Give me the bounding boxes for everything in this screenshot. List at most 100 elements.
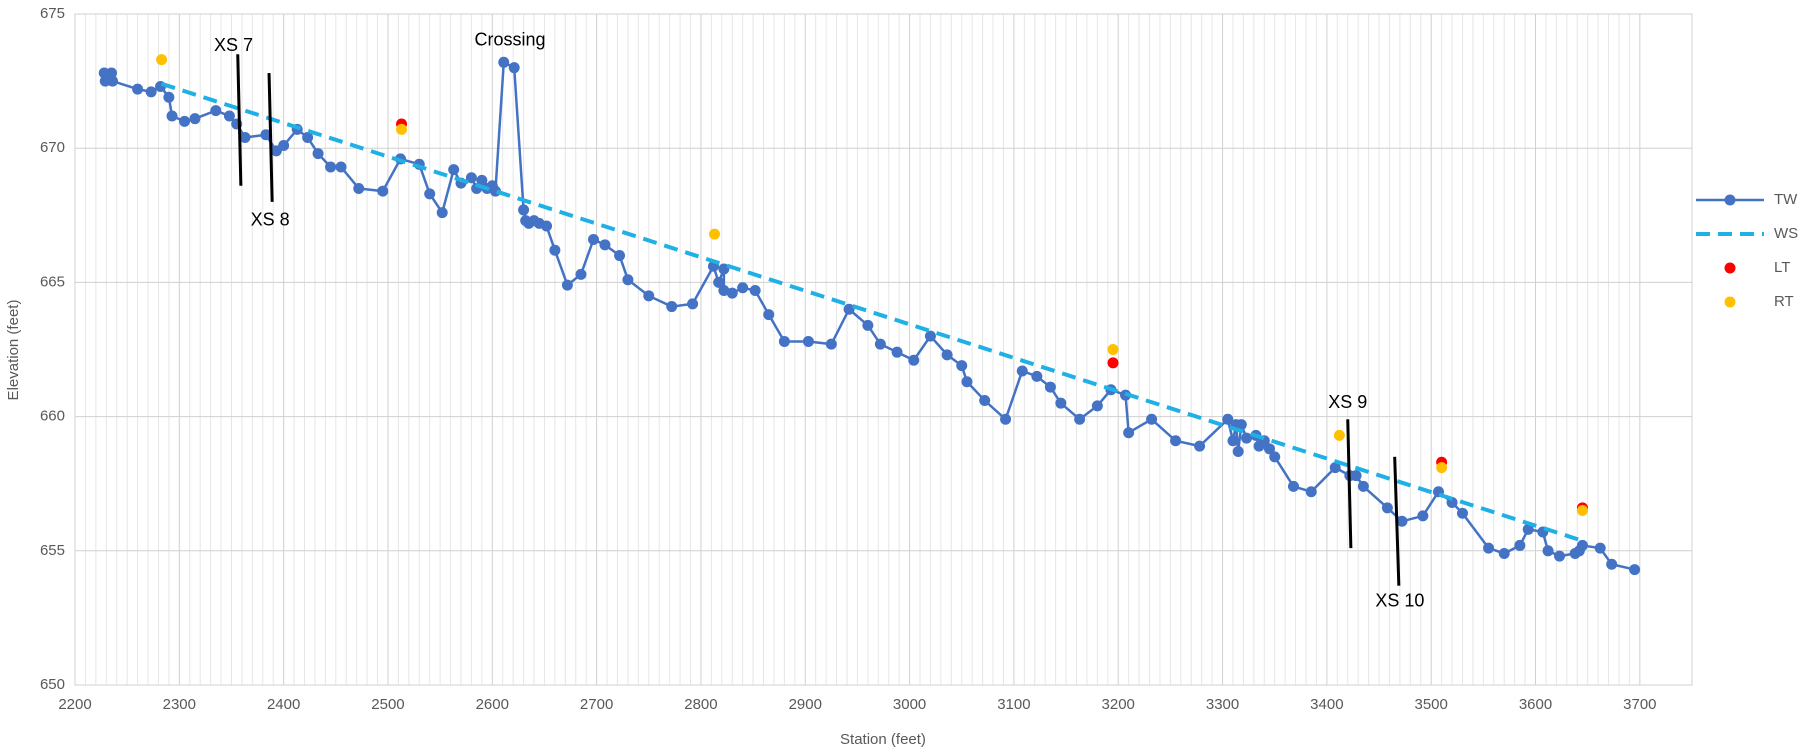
data-point xyxy=(614,250,626,262)
data-point xyxy=(223,110,235,122)
data-point xyxy=(862,319,874,331)
data-point xyxy=(1146,413,1158,425)
data-point xyxy=(179,115,191,127)
plot-border xyxy=(74,13,1693,686)
data-point xyxy=(335,161,347,173)
data-point xyxy=(549,244,561,256)
y-tick-label: 655 xyxy=(40,542,65,559)
annotation-line xyxy=(1346,419,1353,549)
data-point xyxy=(941,349,953,361)
data-point xyxy=(1055,397,1067,409)
x-tick-label: 2800 xyxy=(684,696,717,713)
x-tick-label: 3400 xyxy=(1310,696,1343,713)
data-point xyxy=(1606,558,1618,570)
data-point xyxy=(1329,462,1341,474)
legend-marker xyxy=(1724,194,1736,206)
data-point xyxy=(763,309,775,321)
data-point xyxy=(778,335,790,347)
data-point xyxy=(825,338,837,350)
data-point xyxy=(1594,542,1606,554)
data-point xyxy=(737,282,749,294)
data-point xyxy=(1542,545,1554,557)
data-point xyxy=(353,182,365,194)
data-point xyxy=(1107,344,1119,355)
data-point xyxy=(541,220,553,232)
legend-label: RT xyxy=(1774,293,1794,310)
data-point xyxy=(239,131,251,143)
annotation-line xyxy=(267,73,274,202)
data-point xyxy=(1074,413,1086,425)
data-point xyxy=(1222,413,1234,425)
x-tick-label: 2900 xyxy=(789,696,822,713)
x-tick-label: 2300 xyxy=(163,696,196,713)
data-point xyxy=(325,161,337,173)
data-point xyxy=(156,54,168,66)
data-point xyxy=(749,284,761,296)
data-point xyxy=(448,164,460,176)
legend-label: WS xyxy=(1774,225,1798,242)
data-point xyxy=(726,287,738,299)
data-point xyxy=(908,354,920,366)
data-point xyxy=(1554,550,1566,562)
data-point xyxy=(1576,539,1588,551)
data-point xyxy=(1287,480,1299,492)
data-point xyxy=(1170,435,1182,447)
data-point xyxy=(666,301,678,313)
data-point xyxy=(713,276,725,288)
data-point xyxy=(1044,381,1056,393)
data-point xyxy=(622,274,634,286)
annotation: XS 9 xyxy=(1328,392,1367,412)
annotation: XS 8 xyxy=(251,209,290,229)
y-tick-label: 650 xyxy=(40,676,65,693)
data-point xyxy=(874,338,886,350)
data-point xyxy=(924,330,936,342)
data-point xyxy=(189,113,201,125)
data-point xyxy=(1031,370,1043,382)
data-point xyxy=(1396,515,1408,527)
data-point xyxy=(166,110,178,122)
data-point xyxy=(1436,462,1448,474)
data-point xyxy=(1498,547,1510,559)
data-point xyxy=(518,204,530,216)
data-point xyxy=(424,188,436,200)
x-tick-label: 3700 xyxy=(1623,696,1656,713)
x-tick-label: 3000 xyxy=(893,696,926,713)
data-point xyxy=(1227,435,1239,447)
data-point xyxy=(1417,510,1429,522)
legend-marker xyxy=(1724,296,1736,308)
data-point xyxy=(1629,564,1641,576)
annotation-line xyxy=(1393,456,1401,586)
data-point xyxy=(260,129,272,141)
data-point xyxy=(891,346,903,358)
data-point xyxy=(163,91,175,103)
x-tick-label: 3300 xyxy=(1206,696,1239,713)
data-point xyxy=(1522,523,1534,535)
data-point xyxy=(1123,427,1135,439)
y-tick-label: 675 xyxy=(40,5,65,22)
data-point xyxy=(436,207,448,219)
data-point xyxy=(961,376,973,388)
x-tick-label: 2400 xyxy=(267,696,300,713)
x-tick-label: 2200 xyxy=(58,696,91,713)
x-axis-label: Station (feet) xyxy=(840,731,926,748)
data-point xyxy=(1381,502,1393,514)
data-point xyxy=(1333,429,1345,441)
data-point xyxy=(1194,440,1206,452)
annotation-line xyxy=(236,54,243,186)
data-point xyxy=(498,56,510,68)
data-point xyxy=(1483,542,1495,554)
data-point xyxy=(107,75,119,87)
x-tick-label: 2700 xyxy=(580,696,613,713)
data-point xyxy=(575,268,587,280)
y-axis-label: Elevation (feet) xyxy=(5,300,22,401)
data-point xyxy=(687,298,699,310)
annotation: Crossing xyxy=(475,30,546,50)
data-point xyxy=(210,105,222,117)
data-point xyxy=(278,140,290,152)
data-point xyxy=(1000,413,1012,425)
y-tick-label: 670 xyxy=(40,139,65,156)
data-point xyxy=(132,83,144,95)
data-point xyxy=(377,185,389,197)
legend-marker xyxy=(1724,262,1736,274)
